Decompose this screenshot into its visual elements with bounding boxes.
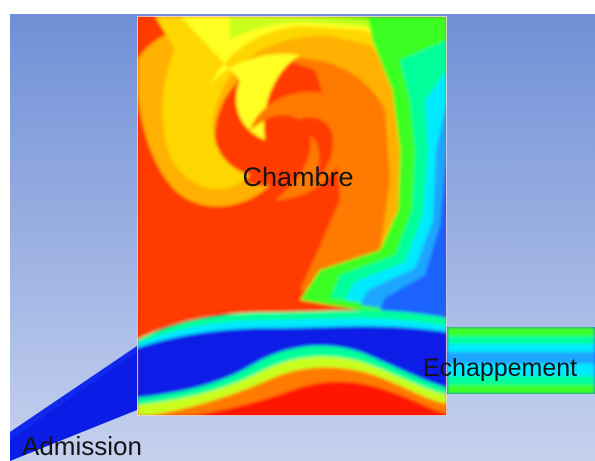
chamber-label: Chambre — [242, 162, 353, 192]
chamber-contours — [137, 16, 447, 416]
intake-duct — [10, 346, 137, 461]
exhaust-label: Echappement — [423, 354, 577, 382]
exhaust-duct — [447, 327, 595, 394]
intake-label: Admission — [22, 431, 142, 461]
